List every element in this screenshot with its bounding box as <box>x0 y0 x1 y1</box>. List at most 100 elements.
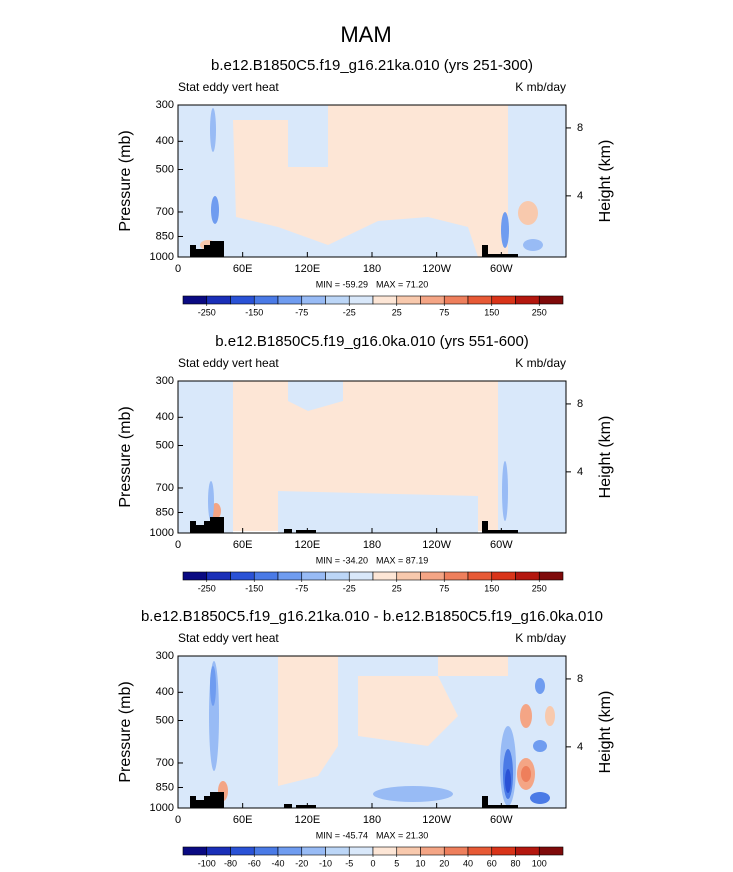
topography <box>482 521 488 533</box>
colorbar-tick-label: 40 <box>463 858 473 868</box>
max-stat: MAX = 71.20 <box>376 279 428 289</box>
colorbar-box <box>182 846 208 856</box>
topography <box>482 796 488 808</box>
colorbar-box <box>230 571 255 581</box>
topography <box>190 245 196 257</box>
x-tick-label: 60W <box>490 814 513 826</box>
x-tick-label: 0 <box>175 814 181 826</box>
y2-tick-label: 4 <box>577 190 583 202</box>
colorbar-tick-label: 0 <box>370 858 375 868</box>
colorbar-box <box>230 846 255 856</box>
colorbar-box <box>206 571 231 581</box>
colorbar-box <box>325 295 350 305</box>
contour-region <box>523 239 543 251</box>
panel-title: b.e12.B1850C5.f19_g16.21ka.010 (yrs 251-… <box>211 57 533 74</box>
colorbar-box <box>396 295 421 305</box>
colorbar-box <box>277 846 303 856</box>
contour-group <box>178 381 566 533</box>
y-tick-label: 300 <box>156 99 174 111</box>
colorbar-box <box>372 295 398 305</box>
colorbar-box <box>372 846 398 856</box>
y-axis-label: Pressure (mb) <box>117 130 134 231</box>
contour-region <box>373 786 453 802</box>
colorbar-box <box>420 295 445 305</box>
contour-region <box>505 769 511 793</box>
contour-group <box>178 105 566 257</box>
y-tick-label: 400 <box>156 411 174 423</box>
contour-region <box>518 201 538 225</box>
y-tick-label: 1000 <box>150 527 174 539</box>
y2-axis-label: Height (km) <box>597 691 614 774</box>
x-tick-label: 180 <box>363 539 381 551</box>
colorbar-box <box>253 295 279 305</box>
colorbar-box <box>277 571 303 581</box>
colorbar-box <box>301 295 326 305</box>
topography <box>204 245 210 257</box>
colorbar-tick-label: -80 <box>224 858 237 868</box>
colorbar-box <box>277 295 303 305</box>
left-label: Stat eddy vert heat <box>178 631 279 645</box>
colorbar-tick-label: 150 <box>484 583 499 593</box>
contour-region <box>358 676 458 746</box>
contour-region <box>278 491 478 533</box>
x-tick-label: 60E <box>233 263 253 275</box>
colorbar-box <box>443 846 469 856</box>
colorbar-tick-label: -150 <box>245 583 263 593</box>
topography <box>284 804 292 808</box>
topography <box>284 529 292 533</box>
colorbar-box <box>538 571 564 581</box>
right-label: K mb/day <box>515 80 566 94</box>
x-tick-label: 120E <box>294 814 320 826</box>
colorbar-tick-label: -20 <box>295 858 308 868</box>
x-tick-label: 180 <box>363 814 381 826</box>
colorbar-box <box>206 846 231 856</box>
colorbar-tick-label: -25 <box>343 307 356 317</box>
colorbar-tick-label: 20 <box>439 858 449 868</box>
contour-group <box>178 656 566 808</box>
y-tick-label: 1000 <box>150 802 174 814</box>
y2-axis-label: Height (km) <box>597 140 614 223</box>
left-label: Stat eddy vert heat <box>178 356 279 370</box>
colorbar-box <box>396 571 421 581</box>
colorbar-box <box>491 571 516 581</box>
contour-region <box>535 678 545 694</box>
contour-region <box>178 381 233 533</box>
topography <box>488 254 518 257</box>
y-tick-label: 1000 <box>150 251 174 263</box>
colorbar-box <box>491 846 516 856</box>
colorbar-box <box>253 846 279 856</box>
colorbar-box <box>467 846 493 856</box>
colorbar-box <box>301 571 326 581</box>
colorbar-box <box>420 571 445 581</box>
y-tick-label: 850 <box>156 506 174 518</box>
topography <box>210 517 224 533</box>
y-tick-label: 500 <box>156 714 174 726</box>
max-stat: MAX = 87.19 <box>376 555 428 565</box>
colorbar-tick-label: 25 <box>392 583 402 593</box>
x-tick-label: 120E <box>294 263 320 275</box>
colorbar-box <box>420 846 445 856</box>
contour-region <box>438 656 508 676</box>
y2-tick-label: 8 <box>577 398 583 410</box>
topography <box>488 530 518 533</box>
contour-region <box>501 212 509 248</box>
colorbar-tick-label: 100 <box>532 858 547 868</box>
contour-region <box>208 481 214 521</box>
colorbar-box <box>538 846 564 856</box>
y2-tick-label: 8 <box>577 122 583 134</box>
x-tick-label: 0 <box>175 539 181 551</box>
colorbar-box <box>467 295 493 305</box>
y2-tick-label: 8 <box>577 673 583 685</box>
contour-region <box>498 381 566 533</box>
x-tick-label: 0 <box>175 263 181 275</box>
colorbar-tick-label: -100 <box>198 858 216 868</box>
y-tick-label: 850 <box>156 781 174 793</box>
contour-region <box>520 704 532 728</box>
contour-fill <box>178 105 566 257</box>
colorbar-tick-label: -5 <box>345 858 353 868</box>
right-label: K mb/day <box>515 356 566 370</box>
topography <box>296 530 316 533</box>
colorbar-tick-label: 5 <box>394 858 399 868</box>
topography <box>204 521 210 533</box>
colorbar-tick-label: 10 <box>415 858 425 868</box>
